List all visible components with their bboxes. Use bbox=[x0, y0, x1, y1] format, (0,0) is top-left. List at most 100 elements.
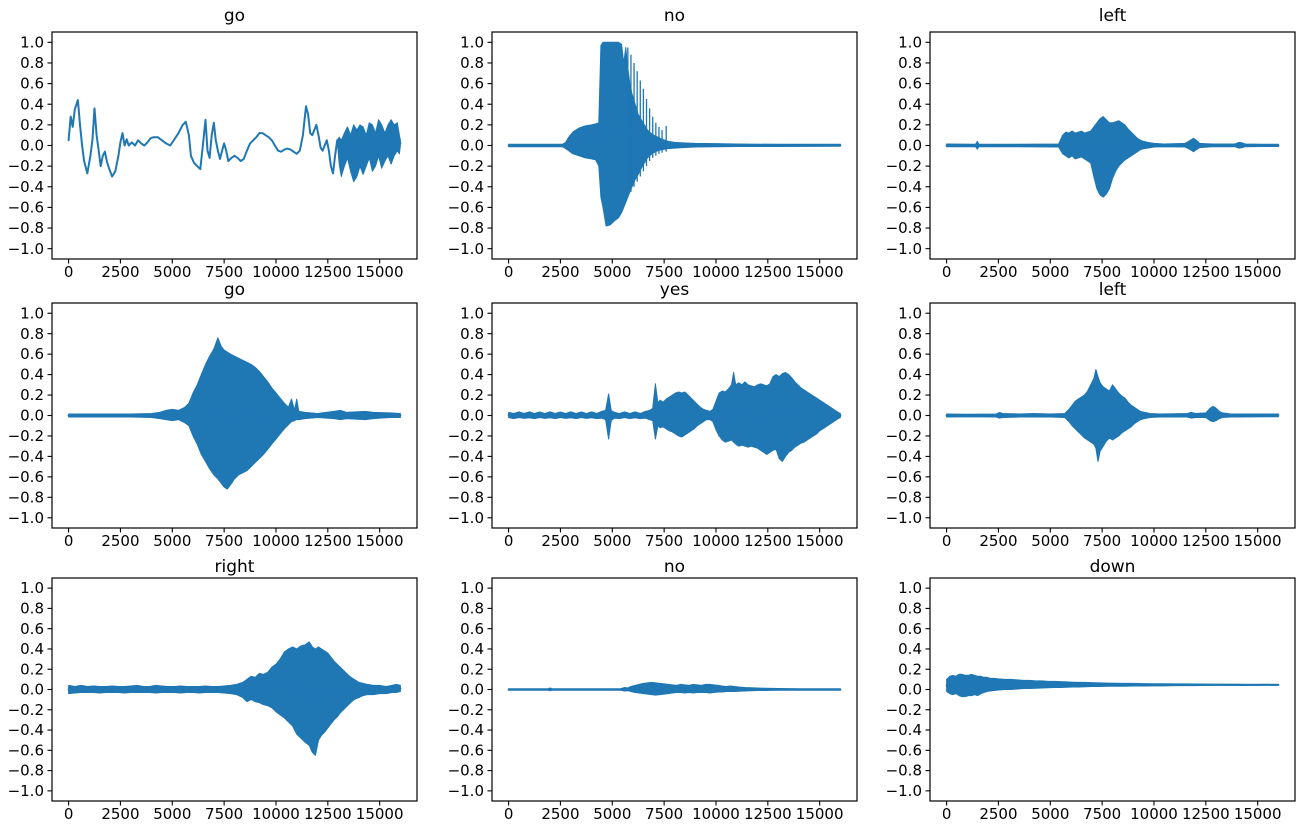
y-tick-label: 0.6 bbox=[898, 345, 922, 363]
subplot-title: left bbox=[1098, 280, 1127, 300]
y-tick-label: 0.8 bbox=[20, 325, 44, 343]
x-tick-label: 7500 bbox=[205, 805, 243, 823]
x-tick-label: 0 bbox=[942, 263, 952, 278]
y-tick-label: 1.0 bbox=[460, 33, 484, 51]
y-tick-label: −0.6 bbox=[8, 199, 44, 217]
y-tick-label: −1.0 bbox=[448, 240, 484, 258]
x-tick-label: 15000 bbox=[1234, 805, 1282, 823]
y-tick-label: 0.6 bbox=[460, 345, 484, 363]
x-tick-label: 2500 bbox=[101, 263, 139, 278]
x-tick-label: 7500 bbox=[645, 532, 683, 550]
y-tick-label: 0.6 bbox=[898, 620, 922, 638]
x-tick-label: 10000 bbox=[1130, 805, 1178, 823]
x-tick-label: 7500 bbox=[1083, 532, 1121, 550]
y-tick-label: −0.4 bbox=[8, 721, 44, 739]
waveform-midline bbox=[67, 683, 402, 704]
x-tick-label: 12500 bbox=[304, 805, 352, 823]
y-tick-label: −0.2 bbox=[886, 157, 922, 175]
subplot-left-row2: 0 2500 5000 7500 10000 12500 15000 1.0 0.8 0.6 0.4… bbox=[878, 278, 1303, 556]
y-tick-label: 0.2 bbox=[898, 660, 922, 678]
x-tick-label: 7500 bbox=[645, 263, 683, 278]
x-tick-label: 12500 bbox=[744, 263, 792, 278]
x-tick-label: 0 bbox=[64, 263, 74, 278]
y-tick-label: 0.2 bbox=[460, 660, 484, 678]
y-tick-label: −0.6 bbox=[448, 741, 484, 759]
x-tick-label: 10000 bbox=[252, 263, 300, 278]
y-tick-label: 0.6 bbox=[460, 75, 484, 93]
y-tick-label: 1.0 bbox=[460, 579, 484, 597]
waveform-plot: 0 2500 5000 7500 10000 12500 150001.00.80.60.4… bbox=[886, 302, 1296, 550]
x-tick-label: 2500 bbox=[979, 805, 1017, 823]
waveform-envelope bbox=[68, 99, 401, 183]
y-tick-label: −0.2 bbox=[8, 157, 44, 175]
y-tick-label: 0.0 bbox=[460, 137, 484, 155]
y-tick-label: 0.8 bbox=[898, 54, 922, 72]
subplot-title: go bbox=[223, 6, 246, 26]
y-tick-label: −0.8 bbox=[886, 488, 922, 506]
y-tick-label: −0.6 bbox=[448, 468, 484, 486]
subplot-yes-row2: 0 2500 5000 7500 10000 12500 15000 1.0 0.8 0.6 0.4… bbox=[440, 278, 878, 556]
waveform-plot: 0 2500 5000 7500 10000 12500 150001.00.80.60.4… bbox=[8, 577, 418, 823]
y-tick-label: 0.0 bbox=[460, 681, 484, 699]
y-tick-label: −0.6 bbox=[886, 199, 922, 217]
x-tick-label: 0 bbox=[64, 532, 74, 550]
y-tick-label: 0.8 bbox=[460, 600, 484, 618]
y-tick-label: 0.6 bbox=[20, 75, 44, 93]
waveform-envelope bbox=[68, 641, 401, 756]
y-tick-label: −0.6 bbox=[886, 741, 922, 759]
y-tick-label: 0.8 bbox=[460, 54, 484, 72]
y-tick-label: −0.6 bbox=[448, 199, 484, 217]
y-tick-label: −1.0 bbox=[8, 782, 44, 800]
x-tick-label: 0 bbox=[64, 805, 74, 823]
y-tick-label: 0.2 bbox=[898, 386, 922, 404]
waveform-plot: 0 2500 5000 7500 10000 12500 150001.00.80.60.4… bbox=[8, 302, 418, 550]
y-tick-label: −0.2 bbox=[886, 427, 922, 445]
y-tick-label: −0.6 bbox=[8, 468, 44, 486]
x-tick-label: 12500 bbox=[1182, 532, 1230, 550]
x-tick-label: 15000 bbox=[356, 532, 404, 550]
subplot-left-row1: 0 2500 5000 7500 10000 12500 15000 1.0 0.8 0.6 0.4… bbox=[878, 0, 1303, 278]
y-tick-label: −0.4 bbox=[448, 178, 484, 196]
x-tick-label: 12500 bbox=[304, 263, 352, 278]
x-tick-label: 12500 bbox=[744, 532, 792, 550]
subplot-title: left bbox=[1098, 6, 1127, 26]
x-tick-label: 2500 bbox=[541, 805, 579, 823]
waveform-midline bbox=[945, 407, 1280, 421]
y-tick-label: −0.4 bbox=[448, 448, 484, 466]
y-tick-label: −0.4 bbox=[8, 178, 44, 196]
waveform-envelope bbox=[68, 337, 401, 490]
y-tick-label: 0.2 bbox=[460, 386, 484, 404]
x-tick-label: 7500 bbox=[205, 532, 243, 550]
x-tick-label: 0 bbox=[942, 532, 952, 550]
y-tick-label: 0.6 bbox=[460, 620, 484, 638]
x-tick-label: 15000 bbox=[356, 263, 404, 278]
subplot-right-row3: 0 2500 5000 7500 10000 12500 15000 1.0 0.8 0.6 0.4… bbox=[0, 556, 440, 836]
waveform-midline bbox=[67, 407, 402, 422]
x-tick-label: 10000 bbox=[692, 263, 740, 278]
x-tick-label: 15000 bbox=[1234, 532, 1282, 550]
y-tick-label: 0.8 bbox=[898, 325, 922, 343]
y-tick-label: 0.0 bbox=[898, 407, 922, 425]
waveform-plot: 0 2500 5000 7500 10000 12500 150001.00.80.60.4… bbox=[886, 31, 1296, 278]
y-tick-label: 0.0 bbox=[898, 137, 922, 155]
y-tick-label: 0.0 bbox=[20, 137, 44, 155]
y-tick-label: 0.4 bbox=[460, 95, 484, 113]
waveform-plot: 0 2500 5000 7500 10000 12500 150001.00.80.60.4… bbox=[448, 31, 858, 278]
x-tick-label: 10000 bbox=[1130, 532, 1178, 550]
x-tick-label: 15000 bbox=[796, 532, 844, 550]
x-tick-label: 5000 bbox=[153, 532, 191, 550]
y-tick-label: −1.0 bbox=[8, 240, 44, 258]
subplot-no-row1: 0 2500 5000 7500 10000 12500 15000 1.0 0.8 0.6 0.4… bbox=[440, 0, 878, 278]
waveform-envelope bbox=[508, 372, 841, 462]
y-tick-label: −0.4 bbox=[886, 721, 922, 739]
x-tick-label: 15000 bbox=[796, 805, 844, 823]
y-tick-label: 0.6 bbox=[20, 620, 44, 638]
x-tick-label: 5000 bbox=[1031, 532, 1069, 550]
x-tick-label: 7500 bbox=[1083, 263, 1121, 278]
y-tick-label: 1.0 bbox=[20, 579, 44, 597]
y-tick-label: −0.2 bbox=[448, 427, 484, 445]
y-tick-label: 0.8 bbox=[898, 600, 922, 618]
x-tick-label: 12500 bbox=[304, 532, 352, 550]
subplot-title: no bbox=[663, 557, 686, 577]
